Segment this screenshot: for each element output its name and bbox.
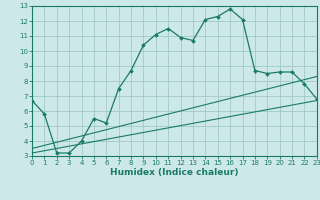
X-axis label: Humidex (Indice chaleur): Humidex (Indice chaleur) <box>110 168 239 177</box>
